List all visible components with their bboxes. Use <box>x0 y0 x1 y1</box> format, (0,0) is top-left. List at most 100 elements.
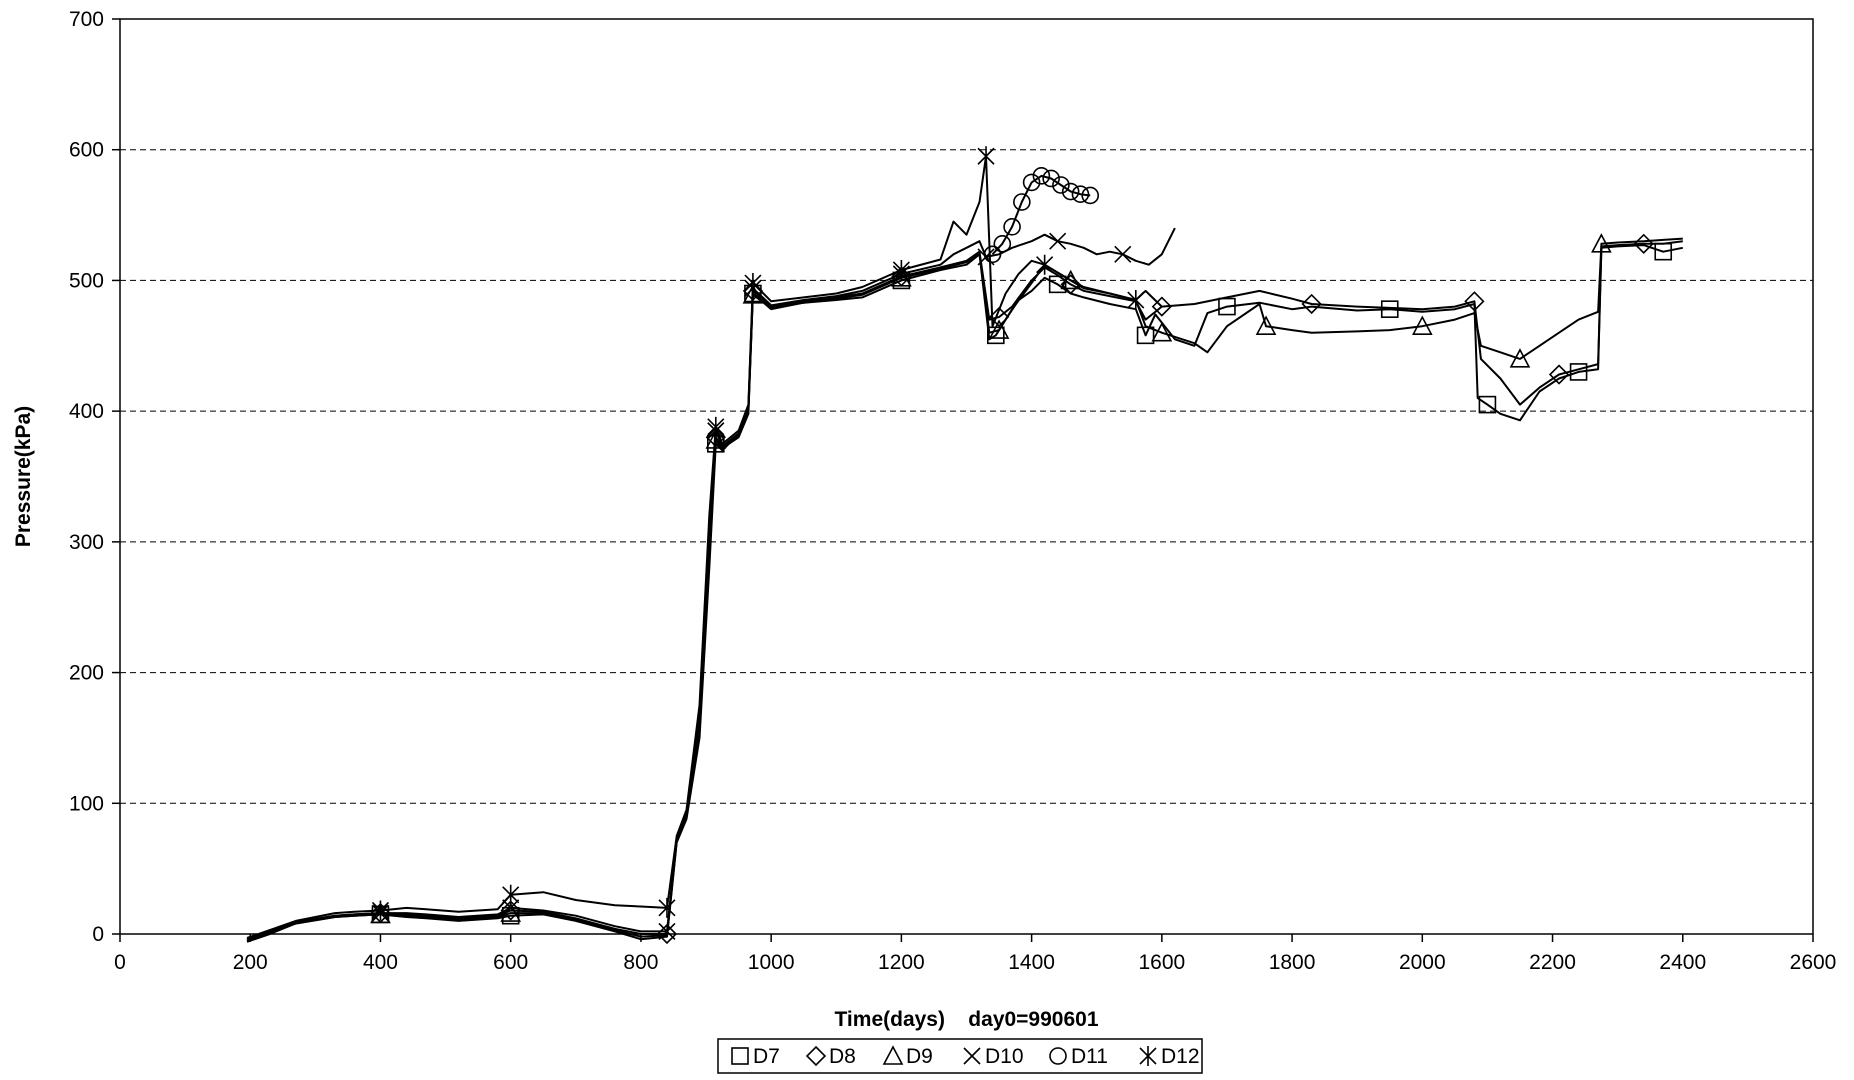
legend-marker-d11 <box>1049 1047 1067 1065</box>
data-point-d10 <box>658 922 676 940</box>
data-point-d12 <box>371 900 390 921</box>
data-point-d11 <box>1071 185 1090 203</box>
data-point-d11 <box>1042 169 1060 188</box>
data-point-d11 <box>1003 218 1021 236</box>
data-point-d7 <box>1218 297 1236 316</box>
data-point-d12 <box>892 259 910 280</box>
x-tick-label: 400 <box>363 951 398 974</box>
data-point-d9 <box>1509 348 1531 368</box>
data-point-d7 <box>1569 363 1588 381</box>
data-point-d9 <box>1255 315 1277 335</box>
data-point-d10 <box>502 899 520 917</box>
data-point-d7 <box>1478 395 1497 414</box>
data-point-d7 <box>1380 300 1399 318</box>
data-point-d8 <box>1464 291 1485 312</box>
data-point-d12 <box>658 897 676 918</box>
data-point-d9 <box>705 429 727 449</box>
series-markers <box>370 146 1673 945</box>
series-line-d12 <box>246 155 1163 939</box>
y-tick-label: 600 <box>69 139 104 162</box>
data-point-d12 <box>1127 290 1145 311</box>
data-point-d9 <box>1060 269 1082 290</box>
legend-marker-d12 <box>1139 1046 1157 1066</box>
data-point-d8 <box>500 900 521 921</box>
x-tick-label: 2400 <box>1659 951 1706 974</box>
data-point-d8 <box>656 923 678 945</box>
data-point-d7 <box>1654 242 1673 261</box>
y-tick-label: 200 <box>69 662 104 685</box>
legend-marker-d10 <box>963 1047 981 1065</box>
data-point-d8 <box>1548 364 1570 385</box>
series-line-d7 <box>246 244 1683 942</box>
legend-label-d11: D11 <box>1071 1045 1108 1068</box>
series-line-d9 <box>246 237 1683 943</box>
data-point-d9 <box>1411 315 1433 335</box>
x-tick-label: 800 <box>623 951 658 974</box>
x-tick-label: 1000 <box>748 951 795 974</box>
legend-label-d12: D12 <box>1161 1045 1200 1068</box>
series-lines <box>246 155 1683 943</box>
data-point-d8 <box>1633 233 1654 254</box>
data-point-d11 <box>1052 176 1070 194</box>
x-tick-label: 2200 <box>1529 951 1576 974</box>
data-point-d8 <box>1151 296 1172 317</box>
x-axis-ticks: 0 200 400 600 800 1000 1200 1400 1600 1800 2000 220… <box>114 934 1836 974</box>
legend-label-d9: D9 <box>906 1045 933 1068</box>
data-point-d12 <box>1036 254 1054 275</box>
y-tick-label: 700 <box>69 8 104 31</box>
data-point-d9 <box>988 319 1010 339</box>
x-axis-title: Time(days) day0=990601 <box>834 1008 1098 1031</box>
series-line-d10 <box>246 227 1176 941</box>
data-point-d11 <box>1022 173 1041 192</box>
y-axis-title: Pressure(kPa) <box>12 406 35 547</box>
legend-marker-d8 <box>805 1045 827 1067</box>
x-tick-label: 1200 <box>878 951 925 974</box>
x-tick-label: 1800 <box>1269 951 1316 974</box>
data-point-d9 <box>1591 233 1612 253</box>
data-point-d12 <box>707 416 725 437</box>
y-tick-label: 100 <box>69 792 104 815</box>
legend-label-d10: D10 <box>985 1045 1024 1068</box>
legend-label-d7: D7 <box>753 1045 780 1068</box>
series-line-d8 <box>246 240 1683 942</box>
data-point-d11 <box>993 235 1012 253</box>
x-tick-label: 200 <box>233 951 268 974</box>
gridlines <box>120 149 1813 804</box>
x-tick-label: 1600 <box>1138 951 1185 974</box>
data-point-d11 <box>1061 182 1080 201</box>
data-point-d8 <box>705 427 726 448</box>
y-tick-label: 300 <box>69 531 104 554</box>
data-point-d11 <box>1032 167 1051 185</box>
plot-area-frame <box>119 18 1814 935</box>
data-point-d7 <box>1048 275 1067 294</box>
data-point-d11 <box>1081 186 1100 205</box>
legend-box <box>717 1038 1203 1074</box>
y-tick-label: 400 <box>69 400 104 423</box>
data-point-d8 <box>988 306 1010 328</box>
legend-marker-d9 <box>882 1045 904 1065</box>
legend: D7 D8 D9 D10 D11 D12 <box>717 1038 1203 1074</box>
y-tick-label: 0 <box>92 923 104 946</box>
data-point-d9 <box>1151 322 1173 342</box>
data-point-d10 <box>1114 245 1132 263</box>
legend-marker-d7 <box>731 1047 749 1065</box>
x-tick-label: 600 <box>493 951 528 974</box>
x-tick-label: 2000 <box>1399 951 1446 974</box>
data-point-d8 <box>742 280 764 302</box>
x-tick-label: 2600 <box>1790 951 1837 974</box>
data-point-d11 <box>983 245 1002 264</box>
data-point-d7 <box>1136 326 1155 345</box>
data-point-d9 <box>742 284 764 304</box>
series-line-d11 <box>991 174 1091 255</box>
x-tick-label: 1400 <box>1008 951 1055 974</box>
x-tick-label: 0 <box>114 951 126 974</box>
legend-label-d8: D8 <box>829 1045 856 1068</box>
data-point-d12 <box>744 273 762 294</box>
data-point-d10 <box>1049 232 1067 250</box>
y-axis-ticks: 0 100 200 300 400 500 600 700 <box>69 8 120 946</box>
data-point-d11 <box>1013 193 1031 211</box>
data-point-d12 <box>502 884 520 905</box>
data-point-d12 <box>977 146 995 167</box>
data-point-d8 <box>1301 293 1322 315</box>
